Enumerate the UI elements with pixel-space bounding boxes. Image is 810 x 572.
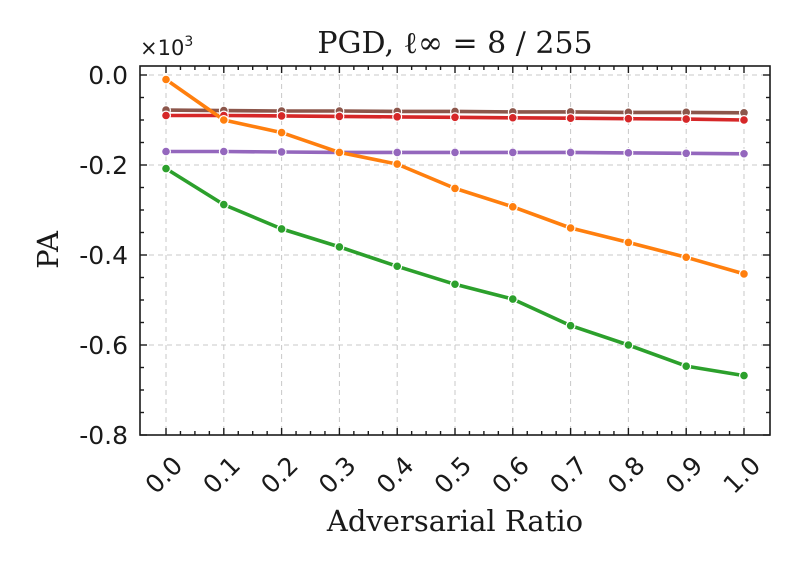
series-purple-point	[507, 147, 518, 158]
series-red-point	[392, 111, 403, 122]
series-purple-point	[623, 147, 634, 158]
series-orange-point	[623, 237, 634, 248]
x-tick-label: 0.3	[313, 451, 362, 500]
series-orange-point	[565, 223, 576, 234]
series-orange-point	[218, 114, 229, 125]
series-green-point	[276, 223, 287, 234]
y-tick-label: -0.2	[79, 151, 128, 180]
series-red-point	[507, 112, 518, 123]
series-orange	[161, 74, 749, 279]
series-red-point	[334, 111, 345, 122]
series-purple-point	[218, 146, 229, 157]
x-tick-label: 0.9	[660, 451, 709, 500]
series-red-point	[738, 114, 749, 125]
series-red	[161, 110, 749, 125]
chart-title: PGD, ℓ∞ = 8 / 255	[317, 26, 592, 61]
series-green-point	[392, 261, 403, 272]
series-purple-point	[565, 147, 576, 158]
series-orange-point	[334, 147, 345, 158]
series-red-point	[276, 110, 287, 121]
series-purple-point	[450, 147, 461, 158]
series-red-point	[681, 114, 692, 125]
x-tick-label: 0.6	[486, 451, 535, 500]
x-tick-label: 0.5	[429, 451, 478, 500]
series-orange-point	[392, 159, 403, 170]
series-purple-point	[161, 146, 172, 157]
y-tick-label: -0.4	[79, 241, 128, 270]
x-tick-label: 0.7	[544, 451, 593, 500]
tick-labels: 0.0 0.1 0.2 0.3 0.4 0.5 0.6 0.7 0.8 0.9 1.00.0-0.2…	[79, 61, 766, 499]
series-purple	[161, 146, 749, 159]
series-green-point	[334, 241, 345, 252]
series-green-point	[565, 320, 576, 331]
series-purple-point	[738, 148, 749, 159]
axis-ticks	[140, 66, 770, 436]
series-green-point	[218, 199, 229, 210]
x-axis-label: Adversarial Ratio	[326, 504, 583, 538]
series-layer	[161, 74, 749, 381]
x-tick-label: 0.1	[197, 451, 246, 500]
y-tick-label: 0.0	[88, 61, 128, 90]
series-red-point	[450, 112, 461, 123]
series-purple-point	[681, 148, 692, 159]
series-orange-point	[681, 252, 692, 263]
series-green-point	[681, 361, 692, 372]
series-red-point	[623, 113, 634, 124]
series-orange-point	[738, 268, 749, 279]
x-tick-label: 1.0	[718, 451, 767, 500]
y-axis-multiplier: ×103	[140, 34, 193, 60]
series-green-point	[623, 340, 634, 351]
y-tick-label: -0.6	[79, 331, 128, 360]
series-orange-point	[161, 74, 172, 85]
series-green	[161, 163, 749, 381]
x-tick-label: 0.0	[140, 451, 189, 500]
series-purple-point	[392, 147, 403, 158]
series-brown	[161, 105, 749, 118]
series-green-point	[450, 279, 461, 290]
series-green-point	[507, 294, 518, 305]
series-purple-point	[276, 146, 287, 157]
series-orange-point	[276, 127, 287, 138]
series-orange-point	[507, 201, 518, 212]
x-tick-label: 0.4	[371, 451, 420, 500]
series-green-point	[161, 163, 172, 174]
series-red-point	[161, 110, 172, 121]
series-green-point	[738, 370, 749, 381]
series-orange-point	[450, 183, 461, 194]
x-tick-label: 0.8	[602, 451, 651, 500]
y-axis-label: PA	[31, 230, 65, 269]
x-tick-label: 0.2	[255, 451, 304, 500]
series-red-point	[565, 113, 576, 124]
y-tick-label: -0.8	[79, 421, 128, 450]
